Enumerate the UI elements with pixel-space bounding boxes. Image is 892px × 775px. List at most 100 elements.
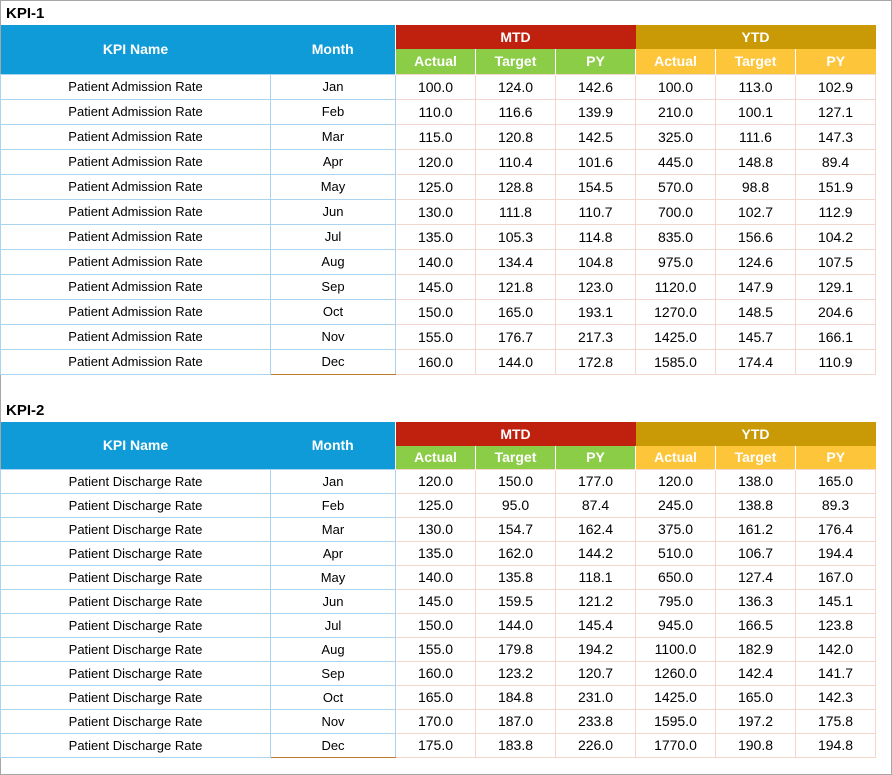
kpi-name-cell[interactable]: Patient Discharge Rate	[0, 732, 271, 758]
month-cell[interactable]: Jun	[270, 588, 396, 614]
ytd-target-cell[interactable]: 156.6	[715, 223, 796, 250]
ytd-py-cell[interactable]: 129.1	[795, 273, 876, 300]
mtd-actual-cell[interactable]: 135.0	[395, 223, 476, 250]
ytd-py-cell[interactable]: 194.4	[795, 540, 876, 566]
month-cell[interactable]: Sep	[270, 273, 396, 300]
mtd-actual-cell[interactable]: 155.0	[395, 636, 476, 662]
mtd-py-cell[interactable]: 193.1	[555, 298, 636, 325]
month-cell[interactable]: Aug	[270, 248, 396, 275]
mtd-target-cell[interactable]: 144.0	[475, 612, 556, 638]
mtd-actual-cell[interactable]: 125.0	[395, 173, 476, 200]
mtd-target-cell[interactable]: 162.0	[475, 540, 556, 566]
ytd-actual-cell[interactable]: 1425.0	[635, 323, 716, 350]
ytd-actual-cell[interactable]: 100.0	[635, 73, 716, 100]
ytd-py-cell[interactable]: 175.8	[795, 708, 876, 734]
month-cell[interactable]: Mar	[270, 516, 396, 542]
mtd-py-cell[interactable]: 142.5	[555, 123, 636, 150]
kpi-name-cell[interactable]: Patient Discharge Rate	[0, 468, 271, 494]
ytd-py-cell[interactable]: 89.3	[795, 492, 876, 518]
ytd-target-cell[interactable]: 106.7	[715, 540, 796, 566]
mtd-py-cell[interactable]: 144.2	[555, 540, 636, 566]
ytd-target-cell[interactable]: 111.6	[715, 123, 796, 150]
mtd-py-cell[interactable]: 121.2	[555, 588, 636, 614]
mtd-py-cell[interactable]: 110.7	[555, 198, 636, 225]
month-cell[interactable]: May	[270, 564, 396, 590]
kpi-name-cell[interactable]: Patient Discharge Rate	[0, 516, 271, 542]
ytd-py-cell[interactable]: 204.6	[795, 298, 876, 325]
ytd-actual-cell[interactable]: 375.0	[635, 516, 716, 542]
mtd-py-cell[interactable]: 154.5	[555, 173, 636, 200]
ytd-actual-cell[interactable]: 570.0	[635, 173, 716, 200]
ytd-py-cell[interactable]: 127.1	[795, 98, 876, 125]
mtd-target-cell[interactable]: 111.8	[475, 198, 556, 225]
ytd-target-cell[interactable]: 147.9	[715, 273, 796, 300]
kpi-name-cell[interactable]: Patient Admission Rate	[0, 323, 271, 350]
ytd-actual-cell[interactable]: 795.0	[635, 588, 716, 614]
mtd-py-cell[interactable]: 87.4	[555, 492, 636, 518]
mtd-target-cell[interactable]: 184.8	[475, 684, 556, 710]
month-cell[interactable]: Dec	[270, 732, 396, 758]
ytd-actual-cell[interactable]: 510.0	[635, 540, 716, 566]
month-cell[interactable]: Oct	[270, 298, 396, 325]
mtd-py-cell[interactable]: 142.6	[555, 73, 636, 100]
ytd-py-cell[interactable]: 110.9	[795, 348, 876, 375]
mtd-actual-cell[interactable]: 145.0	[395, 273, 476, 300]
kpi-name-cell[interactable]: Patient Admission Rate	[0, 248, 271, 275]
ytd-actual-cell[interactable]: 120.0	[635, 468, 716, 494]
ytd-actual-cell[interactable]: 210.0	[635, 98, 716, 125]
month-cell[interactable]: Feb	[270, 98, 396, 125]
kpi-name-cell[interactable]: Patient Discharge Rate	[0, 588, 271, 614]
month-cell[interactable]: Jul	[270, 223, 396, 250]
ytd-target-cell[interactable]: 190.8	[715, 732, 796, 758]
month-cell[interactable]: Dec	[270, 348, 396, 375]
mtd-py-cell[interactable]: 194.2	[555, 636, 636, 662]
mtd-actual-cell[interactable]: 115.0	[395, 123, 476, 150]
ytd-actual-cell[interactable]: 245.0	[635, 492, 716, 518]
kpi-name-cell[interactable]: Patient Admission Rate	[0, 273, 271, 300]
ytd-target-cell[interactable]: 113.0	[715, 73, 796, 100]
mtd-target-cell[interactable]: 176.7	[475, 323, 556, 350]
ytd-py-cell[interactable]: 165.0	[795, 468, 876, 494]
month-cell[interactable]: May	[270, 173, 396, 200]
mtd-target-cell[interactable]: 135.8	[475, 564, 556, 590]
mtd-actual-cell[interactable]: 100.0	[395, 73, 476, 100]
mtd-target-cell[interactable]: 95.0	[475, 492, 556, 518]
kpi-name-cell[interactable]: Patient Admission Rate	[0, 148, 271, 175]
ytd-actual-cell[interactable]: 1425.0	[635, 684, 716, 710]
mtd-target-cell[interactable]: 165.0	[475, 298, 556, 325]
mtd-target-cell[interactable]: 123.2	[475, 660, 556, 686]
mtd-target-cell[interactable]: 150.0	[475, 468, 556, 494]
ytd-py-cell[interactable]: 166.1	[795, 323, 876, 350]
mtd-actual-cell[interactable]: 120.0	[395, 148, 476, 175]
mtd-py-cell[interactable]: 139.9	[555, 98, 636, 125]
month-cell[interactable]: Aug	[270, 636, 396, 662]
kpi-name-cell[interactable]: Patient Discharge Rate	[0, 612, 271, 638]
kpi-name-cell[interactable]: Patient Admission Rate	[0, 198, 271, 225]
month-cell[interactable]: Mar	[270, 123, 396, 150]
ytd-target-cell[interactable]: 148.8	[715, 148, 796, 175]
ytd-actual-cell[interactable]: 1120.0	[635, 273, 716, 300]
ytd-actual-cell[interactable]: 1260.0	[635, 660, 716, 686]
mtd-target-cell[interactable]: 144.0	[475, 348, 556, 375]
ytd-actual-cell[interactable]: 1270.0	[635, 298, 716, 325]
ytd-actual-cell[interactable]: 650.0	[635, 564, 716, 590]
ytd-py-cell[interactable]: 167.0	[795, 564, 876, 590]
ytd-actual-cell[interactable]: 835.0	[635, 223, 716, 250]
mtd-actual-cell[interactable]: 135.0	[395, 540, 476, 566]
mtd-actual-cell[interactable]: 165.0	[395, 684, 476, 710]
ytd-py-cell[interactable]: 147.3	[795, 123, 876, 150]
ytd-py-cell[interactable]: 176.4	[795, 516, 876, 542]
mtd-target-cell[interactable]: 124.0	[475, 73, 556, 100]
mtd-target-cell[interactable]: 187.0	[475, 708, 556, 734]
ytd-target-cell[interactable]: 138.0	[715, 468, 796, 494]
mtd-py-cell[interactable]: 104.8	[555, 248, 636, 275]
ytd-py-cell[interactable]: 107.5	[795, 248, 876, 275]
ytd-actual-cell[interactable]: 325.0	[635, 123, 716, 150]
ytd-target-cell[interactable]: 100.1	[715, 98, 796, 125]
ytd-actual-cell[interactable]: 1770.0	[635, 732, 716, 758]
ytd-actual-cell[interactable]: 1585.0	[635, 348, 716, 375]
mtd-actual-cell[interactable]: 120.0	[395, 468, 476, 494]
kpi-name-cell[interactable]: Patient Admission Rate	[0, 73, 271, 100]
ytd-py-cell[interactable]: 141.7	[795, 660, 876, 686]
kpi-name-cell[interactable]: Patient Admission Rate	[0, 223, 271, 250]
